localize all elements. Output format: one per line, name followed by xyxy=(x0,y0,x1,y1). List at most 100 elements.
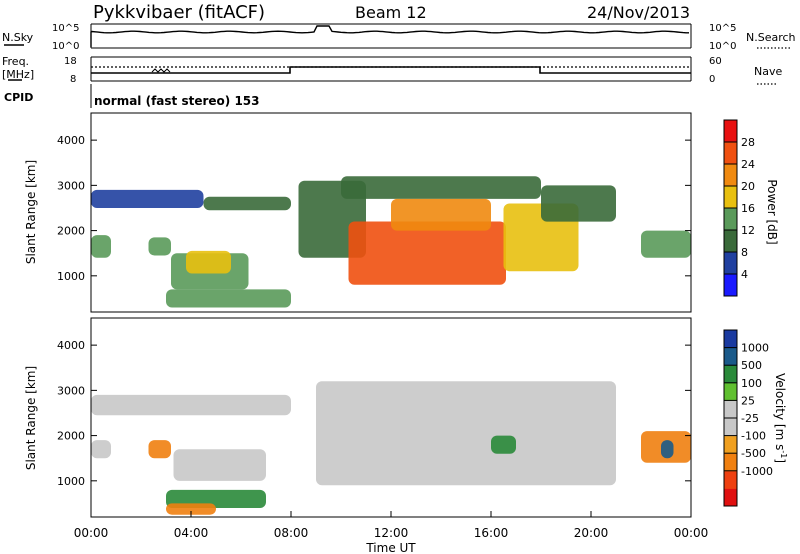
velocity-colorbar-segment-0 xyxy=(724,488,737,507)
station-title: Pykkvibaer (fitACF) xyxy=(93,2,265,23)
velocity-ytick-label-1: 2000 xyxy=(57,430,85,443)
power-ytick-label-0: 1000 xyxy=(57,270,85,283)
x-tick-label-0: 00:00 xyxy=(74,526,109,540)
velocity-colorbar-segment-8 xyxy=(724,347,737,366)
power-ytick-label-3: 4000 xyxy=(57,134,85,147)
power-colorbar-segment-5 xyxy=(724,164,737,187)
velocity-ylabel: Slant Range [km] xyxy=(24,366,38,470)
velocity-colorbar-label-main: Velocity [m s xyxy=(773,373,787,450)
velocity-colorbar-segment-2 xyxy=(724,453,737,472)
power-colorbar-segment-2 xyxy=(724,230,737,253)
velocity-colorbar-segment-1 xyxy=(724,470,737,489)
nsky-tick-top: 10^5 xyxy=(52,23,79,34)
power-colorbar-segment-1 xyxy=(724,252,737,275)
velocity-colorbar-segment-9 xyxy=(724,330,737,349)
beam-label: Beam 12 xyxy=(355,3,427,22)
nsky-trace xyxy=(90,25,689,47)
nsky-tick-bottom: 10^0 xyxy=(52,41,79,52)
velocity-region-6 xyxy=(316,381,616,486)
freq-trace xyxy=(91,66,691,74)
velocity-colorbar-label-end: ] xyxy=(773,458,787,463)
date-label: 24/Nov/2013 xyxy=(587,3,690,22)
power-colorbar-label-4: 20 xyxy=(741,180,755,193)
power-panel: 1000 2000 3000 4000 Slant Range [km] 4 8 12 16… xyxy=(24,112,779,313)
velocity-colorbar-label-0: 1000 xyxy=(741,342,769,355)
velocity-colorbar-segment-5 xyxy=(724,400,737,419)
power-colorbar-label-5: 24 xyxy=(741,158,755,171)
cpid-label: CPID xyxy=(4,91,33,104)
nave-tick-top: 60 xyxy=(709,56,722,67)
velocity-region-7 xyxy=(491,435,516,454)
power-y-axis: 1000 2000 3000 4000 xyxy=(57,134,691,283)
x-axis-label: Time UT xyxy=(365,541,416,554)
power-region-3 xyxy=(148,237,171,256)
velocity-ytick-label-3: 4000 xyxy=(57,339,85,352)
x-tick-label-2: 08:00 xyxy=(274,526,309,540)
x-axis: 00:00 04:00 08:00 12:00 16:00 20:00 00:00 xyxy=(74,511,709,540)
velocity-colorbar-segment-7 xyxy=(724,365,737,384)
velocity-ytick-label-0: 1000 xyxy=(57,475,85,488)
power-ytick-label-2: 3000 xyxy=(57,179,85,192)
x-tick-label-1: 04:00 xyxy=(174,526,209,540)
nsky-label: N.Sky xyxy=(2,31,34,44)
velocity-region-4 xyxy=(166,503,216,515)
velocity-region-1 xyxy=(148,440,171,459)
velocity-panel: 1000 2000 3000 4000 00:00 04:00 08:00 12:00 16:… xyxy=(24,317,788,554)
power-colorbar-label-0: 4 xyxy=(741,268,748,281)
power-frame xyxy=(90,112,692,313)
power-colorbar-segment-4 xyxy=(724,186,737,209)
velocity-region-5 xyxy=(91,394,291,416)
velocity-colorbar-label-5: -100 xyxy=(741,430,766,443)
freq-tick-top: 18 xyxy=(64,56,77,67)
velocity-colorbar-label-3: 25 xyxy=(741,394,755,407)
velocity-colorbar-label-6: -500 xyxy=(741,447,766,460)
velocity-colorbar-segment-4 xyxy=(724,418,737,437)
power-colorbar-segment-0 xyxy=(724,274,737,297)
freq-noise xyxy=(151,68,171,73)
cpid-value: normal (fast stereo) 153 xyxy=(94,94,260,108)
velocity-colorbar-label-4: -25 xyxy=(741,412,759,425)
power-colorbar-label: Power [dB] xyxy=(765,179,779,244)
freq-strip: Freq. [MHz] 18 8 60 0 Nave xyxy=(2,55,782,85)
power-data xyxy=(91,176,691,308)
nsearch-label: N.Search xyxy=(746,31,796,44)
power-colorbar-segment-6 xyxy=(724,142,737,165)
power-colorbar-segment-3 xyxy=(724,208,737,231)
velocity-colorbar-label-sup: -1 xyxy=(779,450,788,458)
freq-tick-bottom: 8 xyxy=(70,74,76,85)
x-tick-label-5: 20:00 xyxy=(574,526,609,540)
nsky-strip: N.Sky 10^5 10^0 10^5 10^0 N.Search xyxy=(2,23,796,52)
velocity-colorbar: 1000 500 100 25 -25 -100 -500 -1000 xyxy=(723,329,773,507)
velocity-colorbar-label-1: 500 xyxy=(741,359,762,372)
power-ylabel: Slant Range [km] xyxy=(24,160,38,264)
power-region-0 xyxy=(91,189,204,208)
cpid-row: CPID normal (fast stereo) 153 xyxy=(4,84,260,108)
x-tick-label-3: 12:00 xyxy=(374,526,409,540)
x-tick-label-4: 16:00 xyxy=(474,526,509,540)
nave-label: Nave xyxy=(754,65,782,78)
power-region-12 xyxy=(541,185,616,222)
velocity-region-9 xyxy=(661,440,674,459)
velocity-colorbar-segment-3 xyxy=(724,435,737,454)
power-region-5 xyxy=(186,250,231,274)
nsearch-tick-top: 10^5 xyxy=(709,23,736,34)
power-colorbar: 4 8 12 16 20 24 28 xyxy=(723,119,755,297)
velocity-data xyxy=(91,381,691,515)
velocity-region-2 xyxy=(173,449,266,481)
nsearch-tick-bottom: 10^0 xyxy=(709,41,736,52)
power-region-1 xyxy=(203,196,291,211)
velocity-y-axis: 1000 2000 3000 4000 xyxy=(57,339,691,488)
velocity-region-0 xyxy=(91,440,111,459)
velocity-colorbar-label-2: 100 xyxy=(741,377,762,390)
power-region-6 xyxy=(166,289,291,308)
nave-tick-bottom: 0 xyxy=(709,74,715,85)
power-ytick-label-1: 2000 xyxy=(57,225,85,238)
x-tick-label-6: 00:00 xyxy=(674,526,709,540)
power-region-2 xyxy=(91,235,111,258)
power-colorbar-label-3: 16 xyxy=(741,202,755,215)
velocity-colorbar-label-7: -1000 xyxy=(741,465,773,478)
velocity-colorbar-label: Velocity [m s-1] xyxy=(773,373,788,463)
power-region-13 xyxy=(641,230,691,258)
power-colorbar-label-6: 28 xyxy=(741,136,755,149)
